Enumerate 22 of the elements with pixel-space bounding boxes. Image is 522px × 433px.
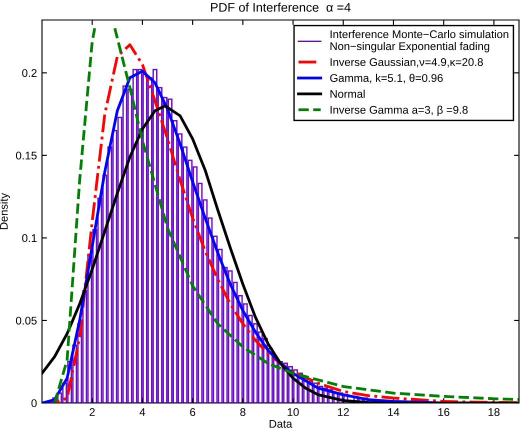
legend-label: Gamma, k=5.1, θ=0.96 — [330, 74, 443, 84]
x-tick-label: 10 — [288, 408, 299, 416]
y-tick-label: 0 — [31, 399, 37, 408]
legend-label: Normal — [330, 90, 365, 98]
x-tick-label: 6 — [190, 408, 196, 416]
x-tick-label: 14 — [388, 408, 400, 416]
legend-label: Inverse Gamma a=3, β =9.8 — [330, 106, 468, 116]
legend-label: Interference Monte−Carlo simulation Non−singular Exponential fading — [330, 30, 508, 52]
x-tick-label: 12 — [338, 408, 349, 416]
x-tick-label: 2 — [90, 408, 95, 416]
chart-title: PDF of Interference α =4 — [211, 2, 351, 12]
y-tick-label: 0.15 — [16, 152, 37, 160]
y-tick-label: 0.2 — [22, 69, 37, 77]
x-tick-label: 8 — [240, 408, 246, 416]
y-axis-title: Density — [0, 192, 10, 230]
x-tick-label: 16 — [438, 408, 450, 416]
y-tick-label: 0.1 — [22, 234, 37, 242]
x-axis-title: Data — [270, 420, 292, 428]
y-tick-label: 0.05 — [16, 316, 37, 325]
x-tick-label: 18 — [488, 408, 500, 416]
legend-label: Inverse Gaussian,ν=4.9,κ=20.8 — [330, 58, 483, 68]
x-tick-label: 4 — [140, 408, 146, 416]
